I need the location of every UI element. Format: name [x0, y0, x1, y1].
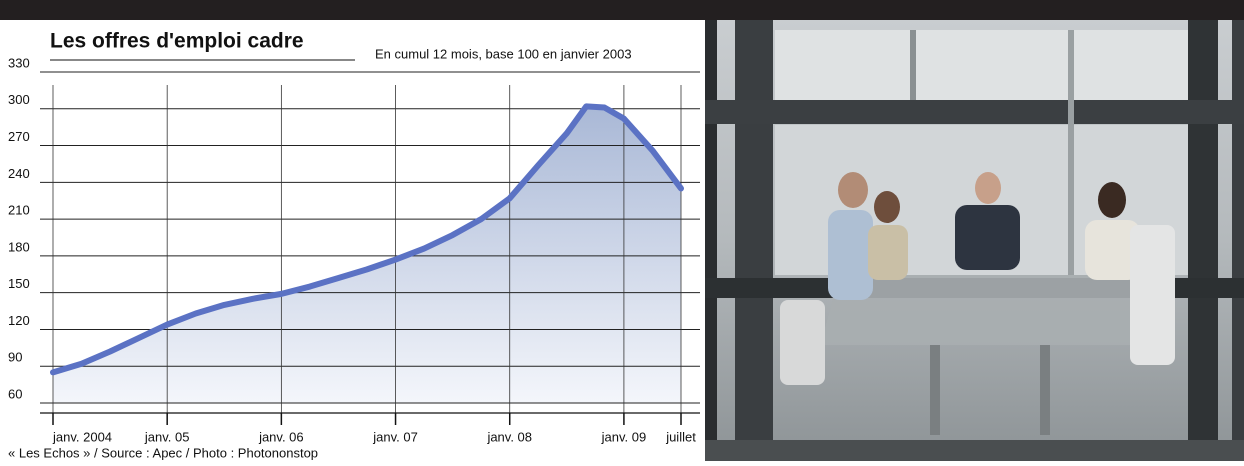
- source-note: « Les Echos » / Source : Apec / Photo : …: [8, 445, 318, 460]
- y-tick-label: 90: [8, 350, 22, 365]
- y-tick-label: 150: [8, 276, 30, 291]
- x-tick-label: janv. 06: [258, 429, 304, 444]
- y-tick-label: 330: [8, 55, 30, 70]
- y-tick-label: 180: [8, 239, 30, 254]
- chart-subtitle: En cumul 12 mois, base 100 en janvier 20…: [375, 46, 632, 61]
- x-tick-label: janv. 09: [601, 429, 647, 444]
- x-tick-label: janv. 05: [144, 429, 190, 444]
- y-tick-label: 120: [8, 313, 30, 328]
- area-fill: [53, 106, 681, 403]
- top-bar: [0, 0, 1244, 20]
- y-tick-label: 240: [8, 166, 30, 181]
- x-tick-label: janv. 08: [486, 429, 532, 444]
- chart-title: Les offres d'emploi cadre: [50, 30, 304, 53]
- y-tick-label: 210: [8, 203, 30, 218]
- x-tick-label: janv. 07: [372, 429, 418, 444]
- x-tick-label: juillet: [665, 429, 696, 444]
- plot-area: janv. 2004 janv. 05 janv. 06 janv. 07 janv. …: [8, 55, 700, 444]
- y-tick-label: 300: [8, 92, 30, 107]
- x-tick-label: janv. 2004: [52, 429, 112, 444]
- photo: [705, 20, 1244, 461]
- y-tick-label: 270: [8, 129, 30, 144]
- y-tick-label: 60: [8, 386, 22, 401]
- line: [50, 103, 684, 376]
